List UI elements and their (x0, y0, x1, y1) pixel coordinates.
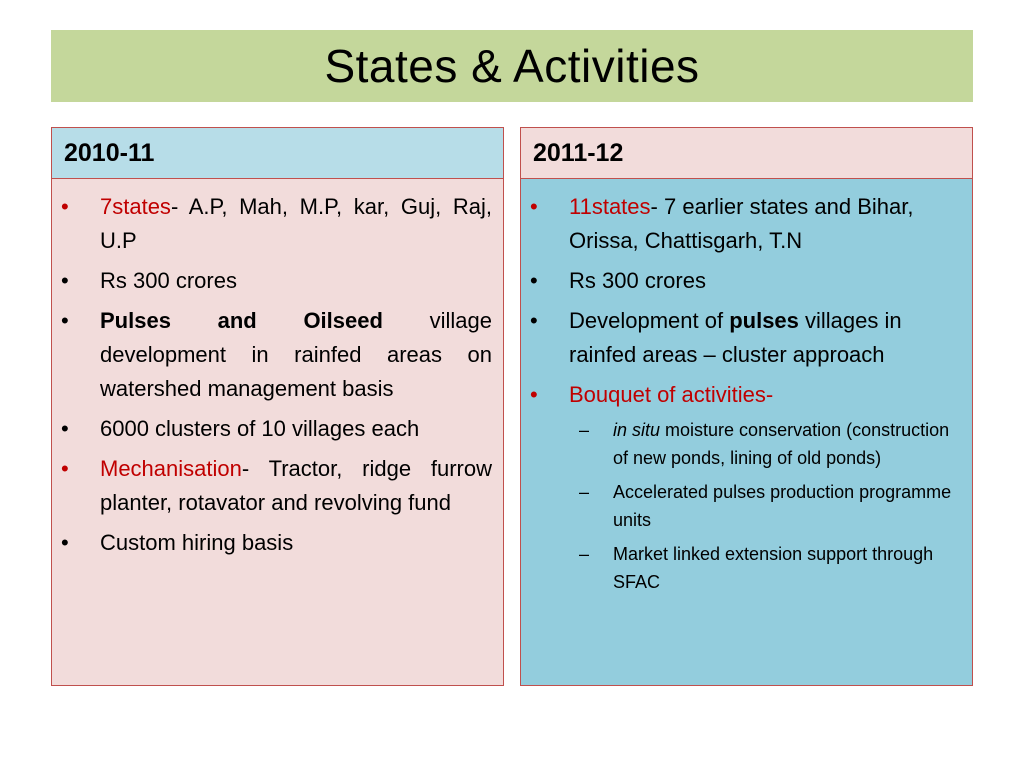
bullet-icon: • (61, 194, 69, 219)
dash-icon: – (579, 482, 590, 502)
list-item-development: • Development of pulses villages in rain… (521, 304, 961, 372)
in-situ-italic: in situ (613, 420, 661, 440)
list-item-states: • 11states- 7 earlier states and Bihar, … (521, 190, 961, 258)
dash-icon: – (579, 544, 590, 564)
bullet-icon: • (61, 268, 69, 293)
bouquet-text: Bouquet of activities- (569, 382, 774, 407)
bullet-icon: • (530, 382, 538, 407)
sub-item-market: – Market linked extension support throug… (569, 540, 961, 596)
clusters-text: 6000 clusters of 10 villages each (100, 416, 420, 441)
list-item-custom-hiring: • Custom hiring basis (52, 526, 492, 560)
bullet-icon: • (61, 456, 69, 481)
dash-icon: – (579, 420, 590, 440)
states-text: - 7 earlier states and Bihar, Orissa, Ch… (569, 194, 914, 253)
states-label: 7states (100, 194, 171, 219)
title-bar: States & Activities (51, 30, 973, 102)
bullet-icon: • (61, 416, 69, 441)
bullet-list: • 11states- 7 earlier states and Bihar, … (521, 179, 972, 596)
budget-text: Rs 300 crores (569, 268, 706, 293)
sub-item-moisture: – in situ moisture conservation (constru… (569, 416, 961, 472)
bullet-icon: • (61, 308, 69, 333)
states-text: - A.P, Mah, M.P, kar, Guj, Raj, U.P (100, 194, 492, 253)
bullet-icon: • (530, 308, 538, 333)
list-item-mechanisation: • Mechanisation- Tractor, ridge furrow p… (52, 452, 492, 520)
list-item-budget: • Rs 300 crores (52, 264, 492, 298)
column-2011-12: 2011-12 • 11states- 7 earlier states and… (520, 127, 973, 686)
sub-list: – in situ moisture conservation (constru… (569, 416, 961, 596)
development-pre: Development of (569, 308, 730, 333)
slide-title: States & Activities (324, 40, 700, 92)
list-item-budget: • Rs 300 crores (521, 264, 961, 298)
bullet-list: • 7states- A.P, Mah, M.P, kar, Guj, Raj,… (52, 179, 503, 560)
budget-text: Rs 300 crores (100, 268, 237, 293)
mechanisation-label: Mechanisation (100, 456, 242, 481)
development-post: villages in rainfed areas – cluster appr… (569, 308, 902, 367)
list-item-clusters: • 6000 clusters of 10 villages each (52, 412, 492, 446)
custom-hiring-text: Custom hiring basis (100, 530, 294, 555)
bullet-icon: • (61, 530, 69, 555)
focus-bold: Pulses and Oilseed (100, 308, 383, 333)
focus-text: village development in rainfed areas on … (100, 308, 493, 401)
list-item-states: • 7states- A.P, Mah, M.P, kar, Guj, Raj,… (52, 190, 492, 258)
sub-item-accelerated: – Accelerated pulses production programm… (569, 478, 961, 534)
list-item-focus: • Pulses and Oilseed village development… (52, 304, 492, 406)
moisture-text: moisture conservation (construction of n… (613, 420, 950, 468)
accelerated-text: Accelerated pulses production programme … (613, 482, 952, 530)
development-bold: pulses (729, 308, 799, 333)
bullet-icon: • (530, 268, 538, 293)
states-label: 11states (569, 194, 651, 219)
column-heading: 2011-12 (521, 128, 972, 179)
market-text: Market linked extension support through … (613, 544, 934, 592)
mechanisation-text: - Tractor, ridge furrow planter, rotavat… (100, 456, 492, 515)
bullet-icon: • (530, 194, 538, 219)
list-item-bouquet: • Bouquet of activities- – in situ moist… (521, 378, 961, 596)
column-heading: 2010-11 (52, 128, 503, 179)
column-2010-11: 2010-11 • 7states- A.P, Mah, M.P, kar, G… (51, 127, 504, 686)
